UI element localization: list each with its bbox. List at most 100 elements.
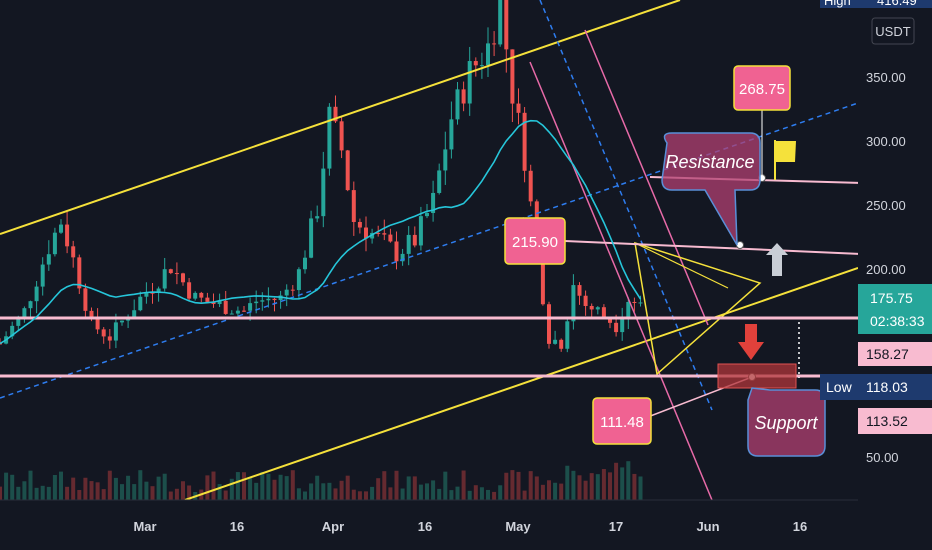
candle (382, 219, 387, 241)
level-113-badge (858, 408, 932, 434)
volume-bar (608, 472, 612, 500)
candle (156, 286, 161, 302)
volume-bar (565, 465, 570, 500)
volume-bar (589, 473, 594, 500)
volume-bar (52, 474, 57, 500)
candle (65, 211, 70, 254)
price-tag-low: 111.48 (592, 397, 652, 445)
up-arrow-icon (766, 243, 788, 276)
support-zone (717, 363, 797, 389)
candle (443, 131, 448, 185)
candle (553, 330, 558, 345)
volume-bar (632, 473, 637, 500)
current-price-value: 175.75 (870, 290, 913, 306)
volume-bar (22, 481, 27, 500)
price-axis[interactable]: USDT 350.00 300.00 250.00 200.00 50.00 H… (820, 0, 932, 550)
channel-lower-line (184, 267, 858, 500)
x-tick-may-17: 17 (609, 519, 623, 534)
candle (181, 272, 185, 286)
volume-bar (254, 482, 259, 500)
candle (595, 306, 600, 315)
volume-bar (266, 473, 271, 500)
candle (583, 290, 588, 316)
level-158-badge (858, 342, 932, 366)
candle (120, 320, 124, 326)
volume-bar (504, 472, 509, 500)
volume-bar (382, 471, 387, 500)
volume-bar (626, 461, 631, 500)
time-axis[interactable]: Mar 16 Apr 16 May 17 Jun 16 (0, 499, 858, 534)
flag-icon (774, 140, 796, 180)
support-label: Support (754, 413, 818, 433)
candle (309, 210, 314, 259)
volume-bar (10, 474, 15, 500)
volume-bar (120, 484, 124, 500)
volume-bar (443, 471, 448, 500)
volume-bar (83, 477, 88, 500)
volume-bar (357, 491, 362, 500)
candle (107, 329, 112, 349)
candle (40, 257, 45, 296)
volume-bar (498, 485, 503, 500)
support-callout: Support (747, 387, 826, 457)
candle (150, 282, 155, 304)
candle (620, 307, 625, 341)
candle (339, 116, 344, 159)
volume-bar (473, 485, 478, 500)
candle (260, 292, 265, 311)
volume-bar (577, 475, 582, 500)
volume-bar (187, 485, 192, 500)
candle (461, 81, 466, 112)
volume-bar (400, 488, 405, 500)
volume-bar (4, 472, 9, 500)
volume-bar (217, 484, 222, 500)
candle (28, 300, 33, 320)
volume-bar (174, 488, 179, 500)
volume-bar (370, 486, 375, 500)
volume-bar (315, 475, 320, 500)
volume-bar (321, 483, 326, 500)
candle (211, 293, 216, 308)
volume-bar (107, 470, 112, 500)
candle (522, 107, 527, 183)
volume-bar (583, 480, 588, 500)
low-value: 118.03 (866, 379, 908, 395)
candle (632, 297, 637, 312)
candle (473, 57, 478, 77)
volume-bar (168, 491, 173, 500)
channel-upper-line (0, 0, 681, 235)
volume-bar (150, 486, 155, 500)
triangle-inner-line (634, 242, 729, 289)
volume-bar (278, 474, 283, 500)
volume-bar (540, 484, 545, 500)
volume-bar (333, 488, 338, 500)
candle (193, 291, 198, 301)
volume-bar (290, 470, 295, 500)
volume-bar (522, 490, 527, 500)
currency-badge[interactable] (871, 17, 915, 45)
candle (296, 267, 301, 299)
volume-bar (132, 484, 137, 500)
candle (272, 297, 277, 312)
candle (455, 81, 460, 125)
candle (345, 149, 350, 192)
volume-bar (553, 482, 558, 500)
volume-bar (46, 486, 51, 500)
price-tag-upper: 268.75 (733, 65, 791, 111)
x-tick-may: May (505, 519, 531, 534)
candle (52, 227, 57, 257)
candle (357, 218, 362, 234)
y-tick-50: 50.00 (866, 450, 899, 465)
volume-bar (638, 476, 643, 500)
candle (510, 49, 515, 123)
x-tick-mar-16: 16 (230, 519, 244, 534)
candle (577, 282, 582, 305)
candle (315, 205, 320, 223)
volume-bar (418, 484, 423, 500)
volume-bar (242, 472, 246, 500)
volume-bar (40, 485, 45, 500)
volume-bar (272, 479, 277, 500)
x-tick-apr: Apr (322, 519, 344, 534)
price-tag-mid: 215.90 (504, 217, 566, 265)
